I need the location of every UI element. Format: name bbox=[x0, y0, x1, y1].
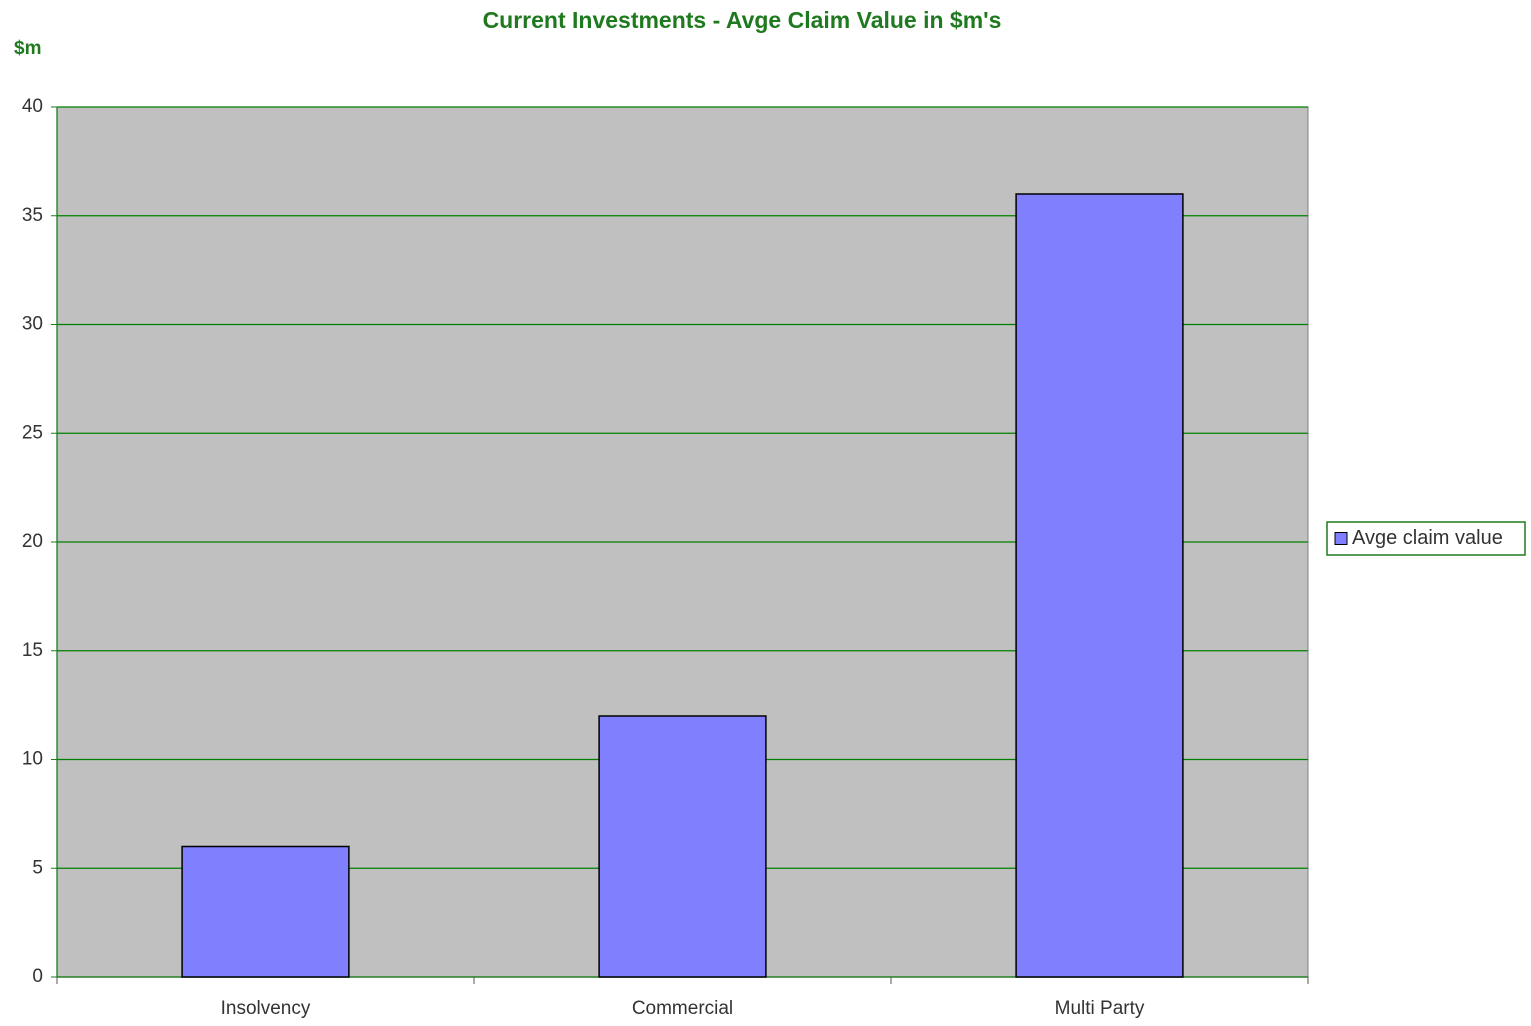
y-tick-label: 40 bbox=[22, 96, 43, 117]
bar bbox=[1015, 193, 1184, 978]
legend-swatch bbox=[1334, 532, 1348, 545]
y-tick-label: 35 bbox=[22, 205, 43, 226]
legend-label: Avge claim value bbox=[1352, 527, 1503, 549]
y-tick-label: 30 bbox=[22, 314, 43, 335]
x-tick-label: Commercial bbox=[632, 998, 733, 1019]
bar bbox=[598, 715, 767, 978]
y-tick-label: 20 bbox=[22, 531, 43, 552]
x-tick-label: Multi Party bbox=[1055, 998, 1145, 1019]
y-tick-label: 10 bbox=[22, 749, 43, 770]
chart-title: Current Investments - Avge Claim Value i… bbox=[483, 7, 1002, 33]
bar bbox=[181, 845, 350, 978]
y-axis-label: $m bbox=[14, 38, 41, 59]
legend-box bbox=[1326, 521, 1526, 556]
y-tick-label: 0 bbox=[32, 966, 43, 987]
y-tick-label: 25 bbox=[22, 422, 43, 443]
y-tick-label: 15 bbox=[22, 640, 43, 661]
x-tick-label: Insolvency bbox=[221, 998, 311, 1019]
y-tick-label: 5 bbox=[32, 857, 43, 878]
